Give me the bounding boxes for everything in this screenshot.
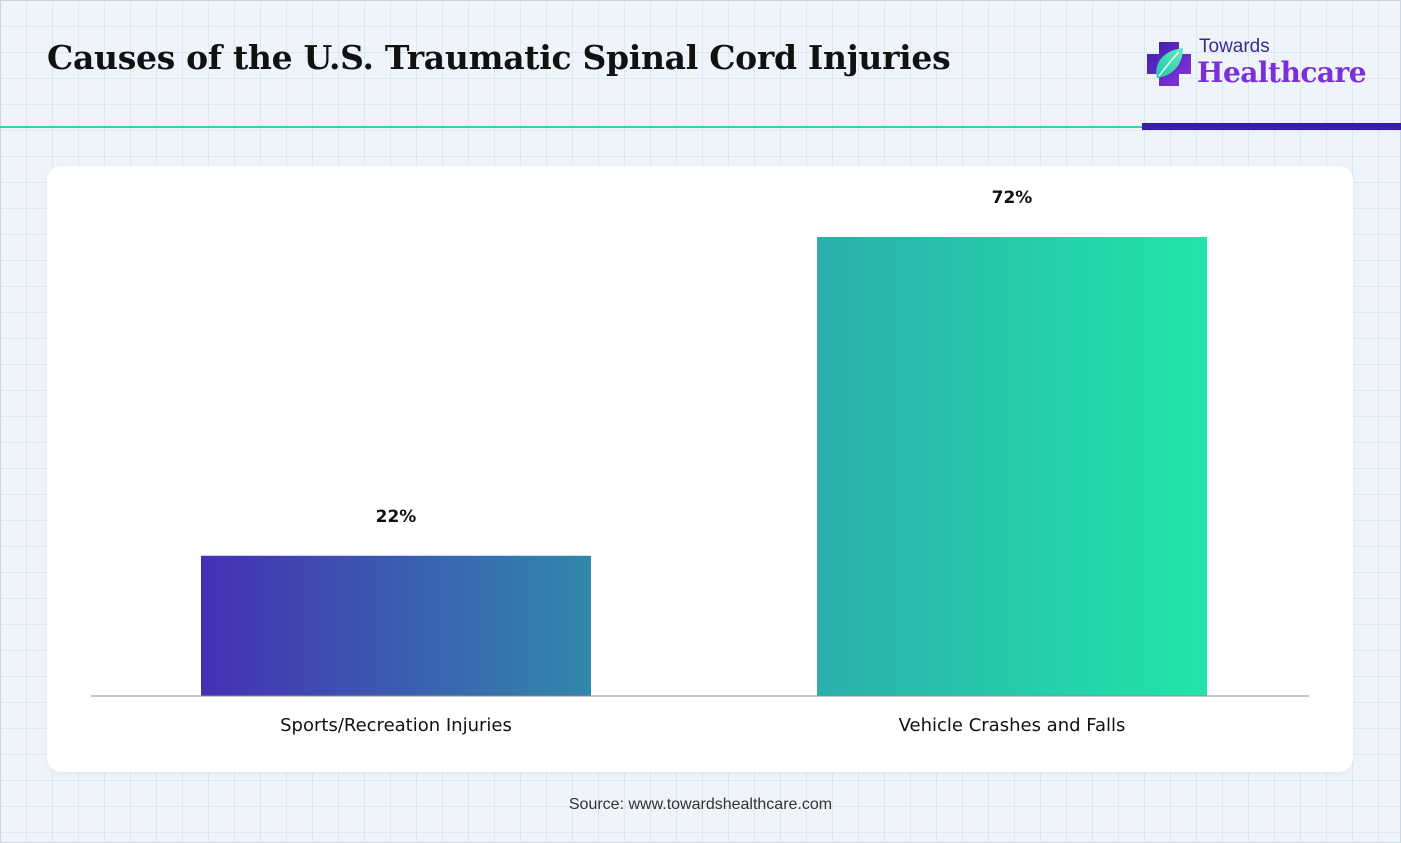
brand-logo: Towards Healthcare	[1143, 34, 1367, 98]
header-divider-teal	[0, 126, 1142, 128]
source-caption: Source: www.towardshealthcare.com	[568, 796, 833, 813]
x-tick-label-1: Sports/Recreation Injuries	[280, 715, 512, 736]
bar-2	[817, 237, 1207, 696]
chart-card: 22% Sports/Recreation Injuries 72% Vehicle …	[47, 166, 1353, 772]
bar-chart: 22% Sports/Recreation Injuries 72% Vehicle …	[91, 188, 1309, 736]
x-tick-label-2: Vehicle Crashes and Falls	[899, 715, 1126, 736]
logo-text-towards: Towards	[1199, 36, 1270, 57]
bar-2-value-label: 72%	[992, 188, 1033, 208]
header-divider-purple	[1142, 123, 1401, 130]
page-title: Causes of the U.S. Traumatic Spinal Cord…	[47, 38, 951, 77]
bar-1	[201, 555, 591, 696]
bar-1-value-label: 22%	[376, 507, 417, 527]
logo-text-healthcare: Healthcare	[1197, 56, 1367, 89]
medical-cross-leaf-icon	[1147, 42, 1191, 86]
